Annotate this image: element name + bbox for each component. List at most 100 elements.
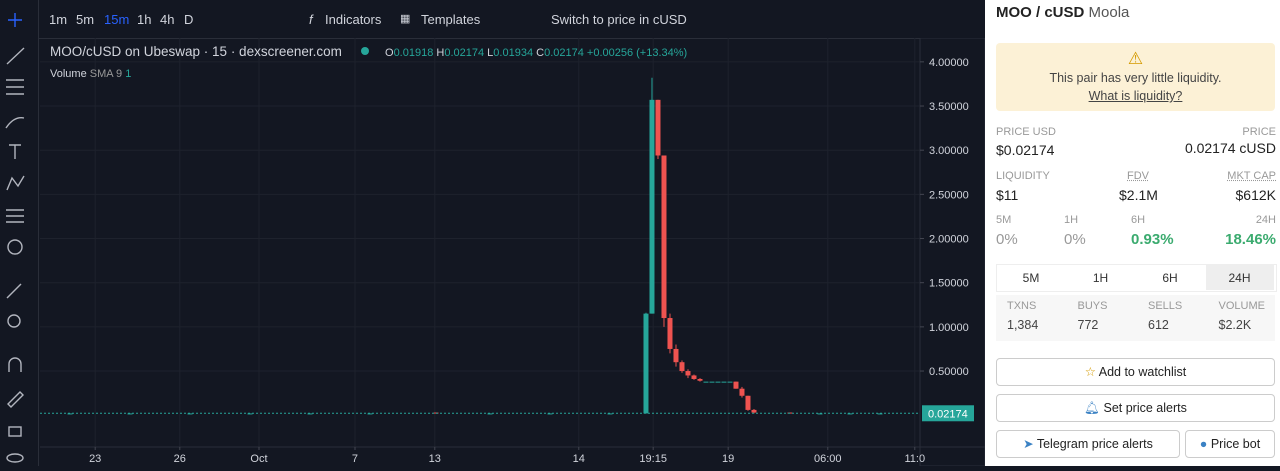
ohlc-key: H — [436, 47, 444, 59]
candle-body — [715, 382, 720, 383]
x-tick-label: 14 — [573, 453, 585, 465]
candle-body — [685, 371, 690, 375]
brush-tool[interactable] — [6, 118, 24, 128]
x-tick-label: 11:0 — [904, 453, 925, 465]
interval[interactable]: 4h — [160, 12, 174, 27]
tool-icons — [0, 0, 38, 466]
interval[interactable]: 1h — [137, 12, 151, 27]
telegram-button[interactable]: ➤ Telegram price alerts — [996, 430, 1180, 458]
emoji-tool[interactable] — [8, 240, 22, 254]
watchlist-button[interactable]: ☆ Add to watchlist — [996, 358, 1275, 386]
line-tool[interactable] — [7, 48, 24, 64]
ohlc-legend: O0.01918 H0.02174 L0.01934 C0.02174 +0.0… — [385, 47, 687, 59]
ruler-tool[interactable] — [7, 284, 21, 298]
candle-body — [655, 100, 660, 156]
y-tick-label: 2.50000 — [929, 189, 969, 201]
y-tick-label: 1.00000 — [929, 322, 969, 334]
ohlc-value: 0.01934 — [493, 47, 533, 59]
cross-tool[interactable] — [8, 13, 22, 27]
x-tick-label: 26 — [174, 453, 186, 465]
change-value: 0.93% — [1131, 231, 1174, 248]
token-name: Moola — [1089, 4, 1130, 21]
zoom-tool[interactable] — [8, 315, 20, 327]
x-tick-label: 23 — [89, 453, 101, 465]
alerts-button[interactable]: 🔔︎ Set price alerts — [996, 394, 1275, 422]
interval[interactable]: D — [184, 12, 193, 27]
tab[interactable]: 6H — [1136, 264, 1204, 290]
volume-label: Volume — [50, 68, 87, 80]
value: 0.02174 cUSD — [1185, 140, 1276, 156]
label: PRICE — [1242, 126, 1276, 138]
lock-draw-tool[interactable] — [8, 392, 23, 407]
stat-value: $2.2K — [1219, 318, 1252, 332]
change-value: 0% — [1064, 231, 1086, 248]
bot-button[interactable]: ● Price bot — [1185, 430, 1275, 458]
interval[interactable]: 5m — [76, 12, 94, 27]
templates-button[interactable]: Templates — [421, 12, 480, 27]
button-label: Telegram price alerts — [1037, 437, 1153, 451]
eye-tool[interactable] — [7, 454, 23, 462]
x-tick-label: Oct — [250, 453, 267, 465]
measure-tool[interactable] — [6, 210, 24, 222]
y-tick-label: 4.00000 — [929, 57, 969, 69]
grid — [40, 38, 920, 447]
last-price-label: 0.02174 — [928, 408, 968, 420]
magnet-tool[interactable] — [9, 358, 21, 372]
x-tick-label: 7 — [352, 453, 358, 465]
tab[interactable]: 24H — [1206, 264, 1274, 290]
tab[interactable]: 1H — [1067, 264, 1135, 290]
stat-value: 1,384 — [1007, 318, 1038, 332]
pair-panel: MOO / cUSD Moola ⚠ This pair has very li… — [985, 0, 1280, 466]
change-label: 5M — [996, 214, 1011, 226]
stat-value: 612 — [1148, 318, 1169, 332]
label: MKT CAP — [1227, 170, 1276, 182]
text-tool[interactable] — [9, 145, 21, 159]
bot-icon: ● — [1200, 437, 1208, 451]
candle-body — [649, 100, 654, 314]
candle-body — [679, 362, 684, 371]
switch-button[interactable]: Switch to price in cUSD — [551, 12, 687, 27]
stat-label: SELLS — [1148, 300, 1182, 312]
value: $11 — [996, 187, 1018, 203]
x-tick-label: 19:15 — [639, 453, 667, 465]
warning-icon: ⚠ — [996, 49, 1275, 69]
candle-body — [643, 314, 648, 414]
ohlc-value: 0.02174 — [444, 47, 484, 59]
warning-link[interactable]: What is liquidity? — [996, 89, 1275, 103]
candle-body — [703, 382, 708, 383]
candle-body — [721, 382, 726, 383]
y-tick-label: 3.50000 — [929, 101, 969, 113]
value: $2.1M — [1119, 187, 1158, 203]
telegram-icon: ➤ — [1023, 437, 1033, 451]
chart-title: MOO/cUSD on Ubeswap · 15 · dexscreener.c… — [50, 44, 342, 59]
ohlc-change: +0.00256 (+13.34%) — [587, 47, 687, 59]
stat-label: TXNS — [1007, 300, 1036, 312]
candle-body — [751, 410, 756, 413]
candle-body — [697, 379, 702, 381]
x-tick-label: 13 — [429, 453, 441, 465]
candle-body — [739, 389, 744, 396]
stat-value: 772 — [1078, 318, 1099, 332]
change-value: 18.46% — [1225, 231, 1276, 248]
indicators-button[interactable]: Indicators — [325, 12, 381, 27]
bell-icon: 🔔︎ — [1084, 401, 1100, 415]
candle-body — [691, 375, 696, 379]
interval[interactable]: 15m — [104, 12, 129, 27]
label: LIQUIDITY — [996, 170, 1050, 182]
left-toolbar — [0, 0, 39, 466]
indicators-icon: f — [309, 12, 313, 27]
tab[interactable]: 5M — [997, 264, 1065, 290]
interval[interactable]: 1m — [49, 12, 67, 27]
candle-body — [745, 396, 750, 410]
x-tick-label: 06:00 — [814, 453, 842, 465]
candle-body — [667, 318, 672, 349]
candle-body — [733, 382, 738, 389]
change-label: 6H — [1131, 214, 1145, 226]
candle-body — [709, 382, 714, 383]
fib-tool[interactable] — [6, 80, 24, 94]
stat-label: VOLUME — [1219, 300, 1265, 312]
lock-tool[interactable] — [9, 427, 21, 436]
pair-header: MOO / cUSD Moola — [996, 4, 1129, 21]
pattern-tool[interactable] — [7, 176, 24, 190]
ohlc-value: 0.02174 — [544, 47, 584, 59]
